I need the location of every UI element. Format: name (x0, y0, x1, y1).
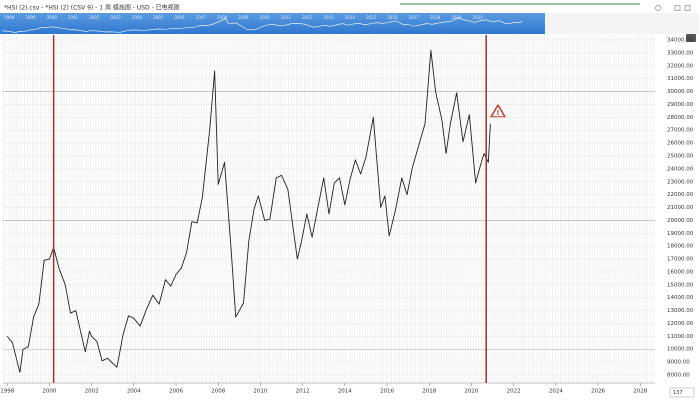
y-tick-label: 32000.00 (667, 63, 694, 69)
navigator-label: 1999 (25, 15, 36, 20)
x-tick-label: 2022 (507, 389, 521, 395)
y-tick-label: 18000.00 (667, 244, 694, 250)
warning-mark: ! (496, 109, 499, 117)
y-tick-label: 17000.00 (667, 257, 694, 263)
price-line (6, 49, 491, 373)
y-tick-label: 16000.00 (667, 269, 694, 275)
y-tick-label: 33000.00 (667, 50, 694, 56)
toolbar-icons[interactable] (655, 5, 691, 11)
navigator-label: 2015 (366, 15, 377, 20)
y-tick-label: 14000.00 (667, 295, 694, 301)
y-tick-label: 31000.00 (667, 76, 694, 82)
x-tick-label: 2028 (633, 389, 647, 395)
navigator-label: 2002 (89, 15, 100, 20)
lock-icon[interactable] (686, 34, 696, 42)
navigator-label: 2008 (217, 15, 228, 20)
navigator-label: 2003 (111, 15, 122, 20)
x-tick-label: 1998 (0, 389, 14, 395)
y-tick-label: 20000.00 (667, 218, 694, 224)
y-tick-label: 10000.00 (667, 347, 694, 353)
x-tick-label: 2002 (85, 389, 99, 395)
y-tick-label: 22000.00 (667, 192, 694, 198)
x-tick-label: 2026 (591, 389, 605, 395)
navigator-label: 2005 (153, 15, 164, 20)
y-tick-label: 27000.00 (667, 128, 694, 134)
x-tick-label: 2004 (127, 389, 141, 395)
zoom-box[interactable] (669, 387, 695, 398)
navigator-label: 2013 (324, 15, 335, 20)
navigator[interactable] (0, 13, 545, 34)
window-title: *HSI (2).csv - *HSI (2) (CSV 9) - 1 周 蜡烛… (4, 4, 180, 12)
navigator-label: 2012 (302, 15, 313, 20)
navigator-empty (545, 13, 699, 34)
y-tick-label: 34000.00 (667, 38, 694, 44)
navigator-label: 2007 (196, 15, 207, 20)
navigator-line (1, 17, 523, 33)
plot-area (3, 35, 655, 383)
y-tick-label: 15000.00 (667, 282, 694, 288)
navigator-label: 2019 (451, 15, 462, 20)
navigator-label: 2009 (238, 15, 249, 20)
y-tick-label: 9000.00 (667, 360, 690, 366)
y-tick-label: 13000.00 (667, 308, 694, 314)
y-tick-label: 8000.00 (667, 373, 690, 379)
y-tick-label: 28000.00 (667, 115, 694, 121)
navigator-label: 2000 (47, 15, 58, 20)
y-tick-label: 21000.00 (667, 205, 694, 211)
x-tick-label: 2006 (169, 389, 183, 395)
y-tick-label: 24000.00 (667, 166, 694, 172)
y-tick-label: 29000.00 (667, 102, 694, 108)
x-tick-label: 2014 (338, 389, 352, 395)
y-tick-label: 25000.00 (667, 153, 694, 159)
x-tick-label: 2012 (296, 389, 310, 395)
y-tick-label: 11000.00 (667, 334, 694, 340)
navigator-label: 1998 (4, 15, 15, 20)
x-tick-label: 2010 (253, 389, 267, 395)
y-tick-label: 12000.00 (667, 321, 694, 327)
navigator-label: 2017 (409, 15, 420, 20)
warning-icon[interactable]: ! (489, 103, 507, 118)
navigator-label: 2011 (281, 15, 292, 20)
y-tick-label: 19000.00 (667, 231, 694, 237)
y-tick-label: 30000.00 (667, 89, 694, 95)
x-tick-label: 2016 (380, 389, 394, 395)
navigator-label: 2020 (473, 15, 484, 20)
x-tick-label: 2024 (549, 389, 563, 395)
y-tick-label: 26000.00 (667, 141, 694, 147)
x-tick-label: 2020 (464, 389, 478, 395)
x-tick-label: 2018 (422, 389, 436, 395)
x-tick-label: 2000 (42, 389, 56, 395)
navigator-label: 2006 (174, 15, 185, 20)
navigator-label: 2001 (68, 15, 79, 20)
navigator-label: 2010 (260, 15, 271, 20)
navigator-label: 2018 (430, 15, 441, 20)
navigator-label: 2004 (132, 15, 143, 20)
x-tick-label: 2008 (211, 389, 225, 395)
navigator-label: 2016 (387, 15, 398, 20)
navigator-label: 2014 (345, 15, 356, 20)
zoom-value: 137 (673, 390, 683, 396)
y-tick-label: 23000.00 (667, 179, 694, 185)
